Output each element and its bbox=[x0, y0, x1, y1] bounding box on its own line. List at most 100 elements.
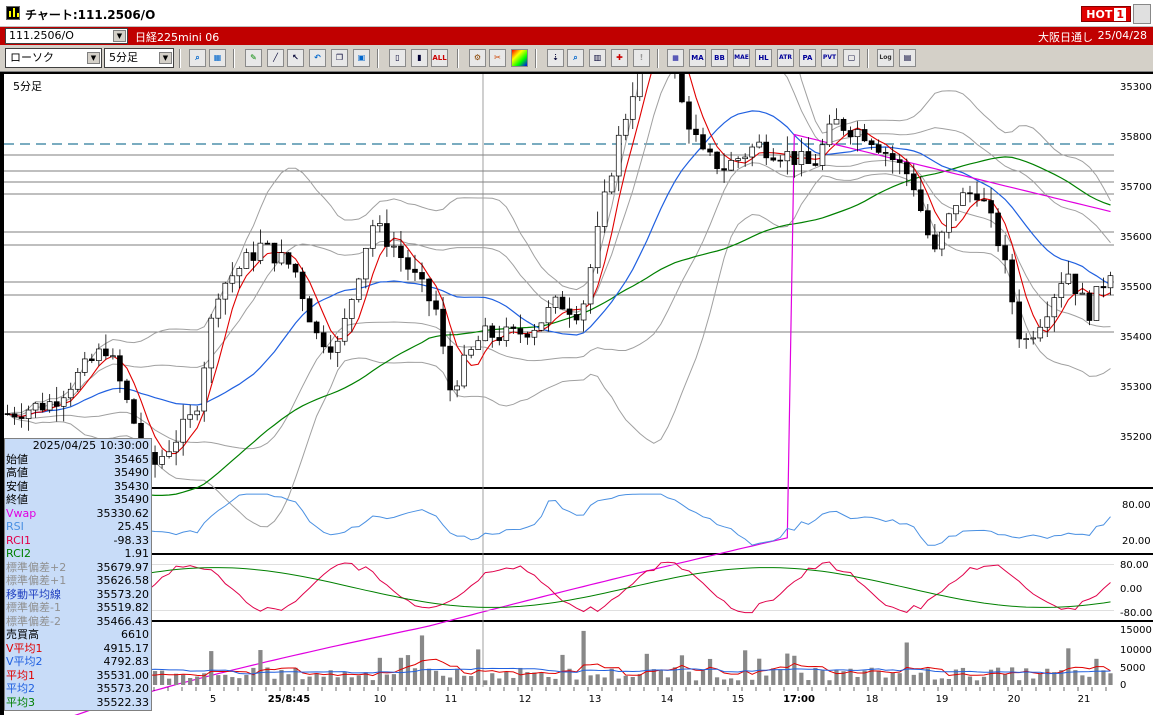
volume-bar bbox=[356, 675, 361, 685]
candle-body bbox=[426, 278, 432, 302]
candle-body bbox=[4, 413, 11, 415]
log-button[interactable]: Log bbox=[877, 49, 894, 67]
price-tick-label: 35500 bbox=[1120, 282, 1152, 293]
indicator-toggle-icon[interactable]: ▦ bbox=[667, 49, 684, 67]
volume-bar bbox=[616, 678, 621, 685]
volume-bar bbox=[651, 669, 656, 685]
chart-toolbar: ローソク ▼ 5分足 ▼ ⌕ ▦ ✎ ╱ ↖ ↶ ❐ ▣ ▯ ▮ ALL ⚙ ✂… bbox=[0, 45, 1153, 72]
clear-all-button[interactable]: ALL bbox=[431, 49, 448, 67]
download-icon[interactable]: ⇣ bbox=[547, 49, 564, 67]
chart-area[interactable]: 35300 35800 35700 35600 35500 35400 35300 35200… bbox=[4, 74, 1153, 715]
box-icon[interactable]: ▢ bbox=[843, 49, 860, 67]
chevron-down-icon[interactable]: ▼ bbox=[87, 52, 100, 64]
volume-bar bbox=[707, 658, 713, 685]
data-window-label: RSI bbox=[6, 520, 24, 533]
candle-body bbox=[257, 242, 264, 261]
chart-svg[interactable]: 35300 35800 35700 35600 35500 35400 35300 35200… bbox=[4, 74, 1153, 715]
volume-bar bbox=[293, 667, 298, 685]
data-window-value: 35573.20 bbox=[96, 682, 150, 695]
candle-body bbox=[756, 141, 763, 148]
volume-bar bbox=[300, 679, 305, 685]
rsi-line bbox=[7, 493, 1111, 546]
pen-icon[interactable]: ✎ bbox=[245, 49, 262, 67]
candle-body bbox=[103, 348, 109, 357]
columns-remove-icon[interactable]: ▮ bbox=[411, 49, 428, 67]
data-window-timestamp: 2025/04/25 10:30:00 bbox=[32, 439, 149, 452]
volume-bar bbox=[307, 676, 312, 685]
chevron-down-icon[interactable]: ▼ bbox=[113, 30, 126, 42]
columns-add-icon[interactable]: ▯ bbox=[389, 49, 406, 67]
volume-bar bbox=[939, 678, 944, 685]
interval-select[interactable]: 5分足 ▼ bbox=[104, 48, 174, 68]
ma-button[interactable]: MA bbox=[689, 49, 706, 67]
data-window-row: 標準偏差-1 35519.82 bbox=[5, 601, 151, 615]
candle-body bbox=[362, 247, 369, 280]
bb-button[interactable]: BB bbox=[711, 49, 728, 67]
zoom-icon[interactable]: ⌕ bbox=[189, 49, 206, 67]
data-window-label: RCI1 bbox=[6, 533, 32, 547]
candle-body bbox=[594, 226, 601, 269]
data-window-label: 標準偏差-2 bbox=[6, 614, 61, 628]
settings-icon[interactable]: ⚙ bbox=[469, 49, 486, 67]
pa-button[interactable]: PA bbox=[799, 49, 816, 67]
data-window-value: 35573.20 bbox=[96, 587, 150, 601]
volume-bar bbox=[834, 670, 839, 685]
candle-body bbox=[454, 385, 460, 391]
candle-body bbox=[812, 163, 819, 166]
volume-bar bbox=[1052, 672, 1057, 685]
atr-button[interactable]: ATR bbox=[777, 49, 794, 67]
volume-tick-label: 15000 bbox=[1120, 625, 1152, 636]
color-icon[interactable] bbox=[511, 49, 528, 67]
pvt-button[interactable]: PVT bbox=[821, 49, 838, 67]
symbol-select[interactable]: 111.2506/O ▼ bbox=[5, 28, 128, 44]
window-title: チャート:111.2506/O bbox=[25, 8, 156, 22]
chart-type-select[interactable]: ローソク ▼ bbox=[5, 48, 102, 68]
candle-body bbox=[946, 213, 952, 233]
rci-axis-panel bbox=[1114, 555, 1153, 620]
data-window-label: 標準偏差+2 bbox=[6, 560, 67, 574]
search-icon[interactable]: ⌕ bbox=[567, 49, 584, 67]
candle-body bbox=[173, 441, 179, 453]
volume-bar bbox=[686, 671, 692, 685]
hot-badge[interactable]: HOT 1 bbox=[1081, 6, 1131, 22]
undo-icon[interactable]: ↶ bbox=[309, 49, 326, 67]
data-window-value: 6610 bbox=[121, 628, 149, 641]
volume-bar bbox=[532, 672, 537, 685]
chevron-down-icon[interactable]: ▼ bbox=[159, 52, 172, 64]
candle-body bbox=[910, 173, 917, 191]
volume-bar bbox=[1045, 668, 1050, 685]
volume-bar bbox=[216, 675, 221, 685]
volume-bar bbox=[1108, 673, 1113, 685]
blank-icon[interactable]: ! bbox=[633, 49, 650, 67]
volume-bar bbox=[265, 667, 270, 685]
data-window-row: 終値 35490 bbox=[5, 493, 151, 507]
candle-body bbox=[222, 282, 229, 300]
candle-body bbox=[552, 296, 559, 308]
candle-body bbox=[721, 168, 727, 171]
candle-body bbox=[327, 346, 334, 353]
copy-icon[interactable]: ❐ bbox=[331, 49, 348, 67]
hot-scroll-button[interactable] bbox=[1133, 4, 1151, 24]
instrument-name: 日経225mini 06 bbox=[135, 31, 220, 44]
hl-button[interactable]: HL bbox=[755, 49, 772, 67]
volume-bar bbox=[321, 676, 326, 685]
candle-body bbox=[377, 223, 383, 227]
delete-icon[interactable]: ▣ bbox=[353, 49, 370, 67]
candle-body bbox=[67, 388, 74, 399]
tools-icon[interactable]: ✂ bbox=[489, 49, 506, 67]
line-tool-icon[interactable]: ╱ bbox=[267, 49, 284, 67]
volume-bar bbox=[159, 670, 165, 685]
indicator-icon[interactable]: ▥ bbox=[589, 49, 606, 67]
cursor-icon[interactable]: ↖ bbox=[287, 49, 304, 67]
volume-bar bbox=[258, 650, 263, 685]
candle-body bbox=[489, 325, 496, 338]
data-window-value: 35465 bbox=[114, 452, 149, 466]
rci1-line bbox=[7, 561, 1111, 614]
data-window-row: 始値 35465 bbox=[5, 453, 151, 467]
cross-icon[interactable]: ✚ bbox=[611, 49, 628, 67]
data-window-label: V平均2 bbox=[6, 655, 43, 668]
mae-button[interactable]: MAE bbox=[733, 49, 750, 67]
panel-icon[interactable]: ▤ bbox=[899, 49, 916, 67]
window-icon[interactable]: ▦ bbox=[209, 49, 226, 67]
candle-body bbox=[1072, 273, 1079, 294]
